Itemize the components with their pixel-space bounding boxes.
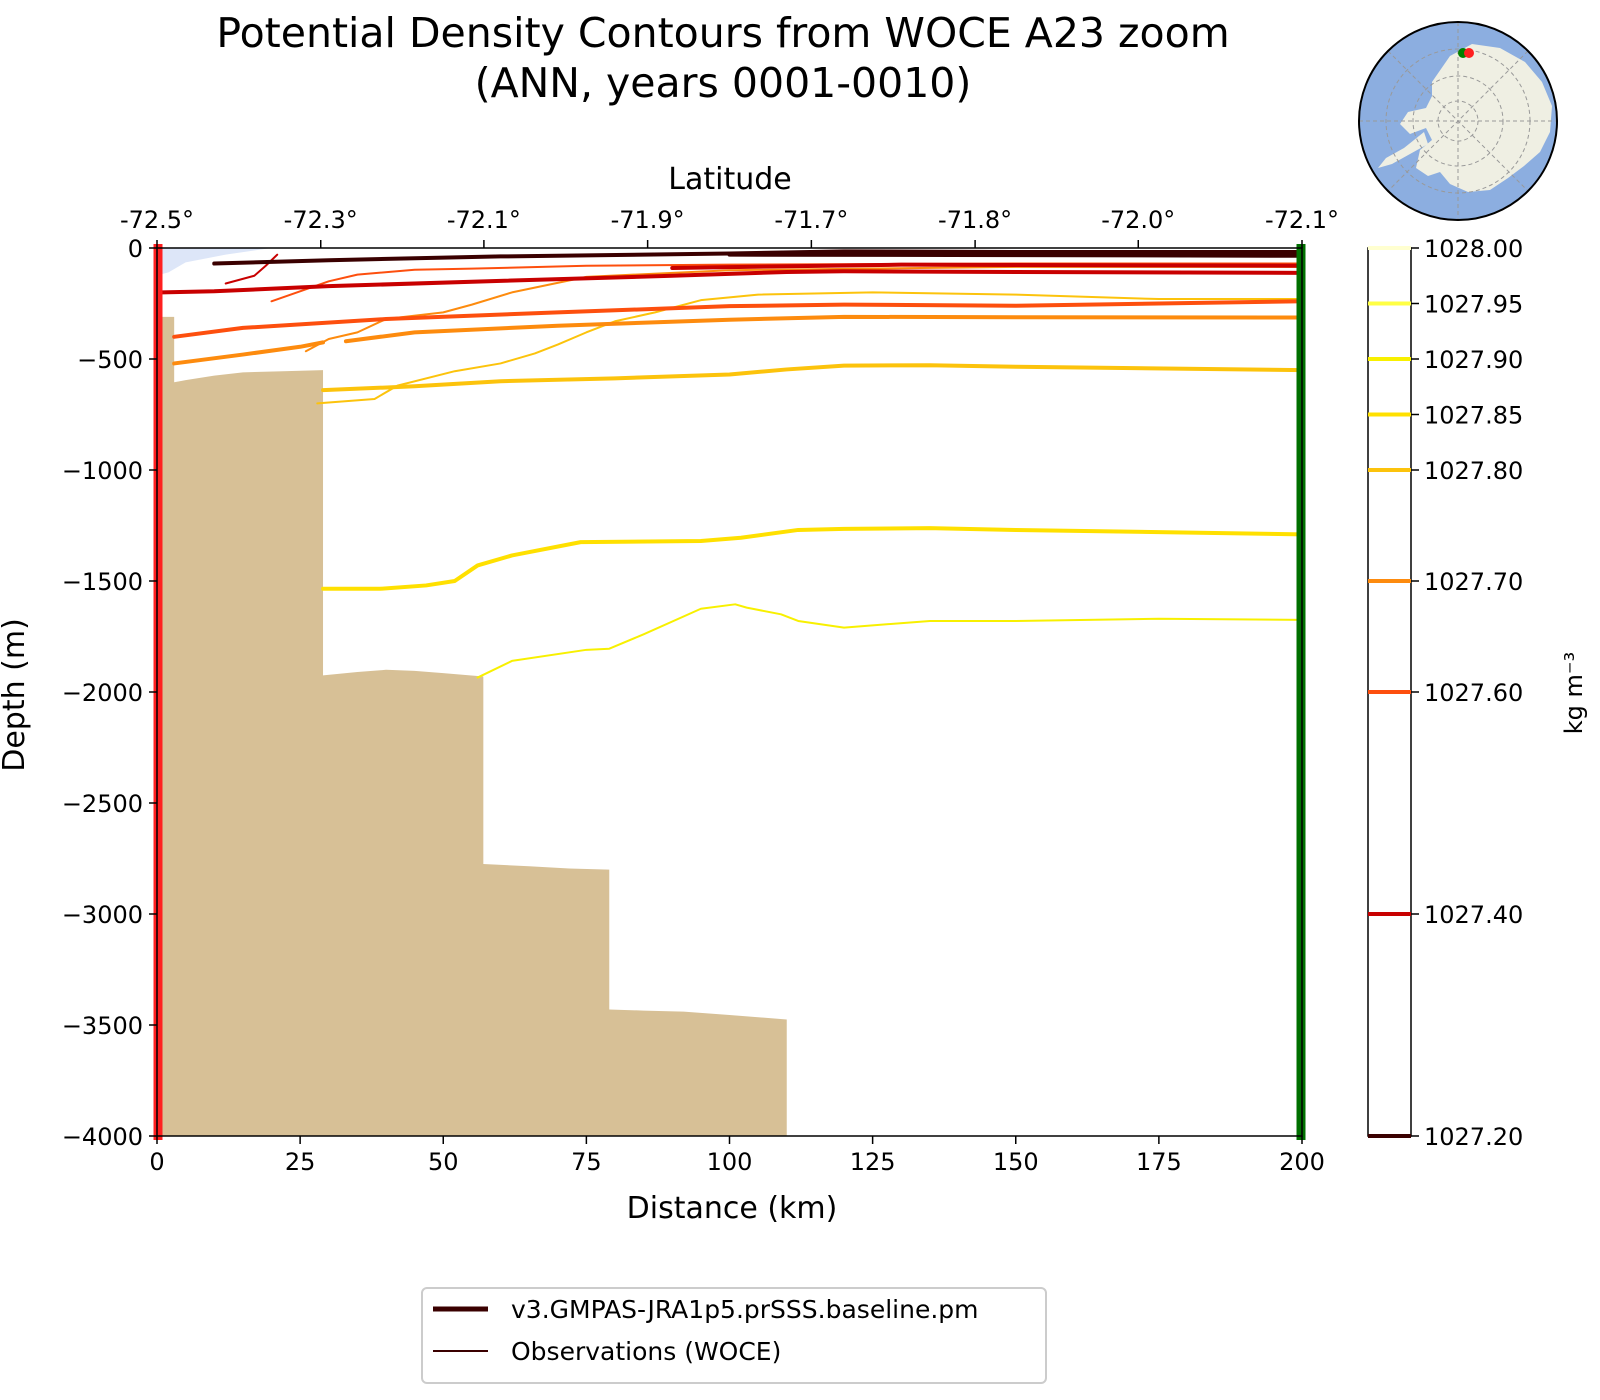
top-tick-label: -72.1° <box>1265 206 1339 234</box>
colorbar-tick-label: 1027.80 <box>1424 457 1523 485</box>
obs-contour-1027.70 <box>304 265 1303 353</box>
inset-outline <box>1358 21 1558 221</box>
y-tick-label: −3000 <box>62 901 143 929</box>
y-tick-label: 0 <box>128 235 143 263</box>
chart-title-line1: Potential Density Contours from WOCE A23… <box>216 9 1229 57</box>
y-tick-label: −1500 <box>62 568 143 596</box>
x-tick-label: 25 <box>285 1148 316 1176</box>
x-tick-label: 200 <box>1279 1148 1325 1176</box>
x-tick-label: 100 <box>707 1148 753 1176</box>
top-tick-label: -71.7° <box>774 206 848 234</box>
top-axis-label: Latitude <box>668 162 791 197</box>
model-contour-1027.85 <box>321 526 1304 591</box>
colorbar-label: kg m⁻³ <box>1560 652 1588 734</box>
colorbar-tick-label: 1027.85 <box>1424 402 1523 430</box>
legend: v3.GMPAS-JRA1p5.prSSS.baseline.pm Observ… <box>421 1287 1047 1384</box>
colorbar-tick-label: 1027.40 <box>1424 901 1523 929</box>
inset-map <box>1358 21 1558 221</box>
y-tick-label: −4000 <box>62 1123 143 1151</box>
inset-peninsula <box>1378 132 1428 168</box>
top-tick-label: -71.8° <box>938 206 1012 234</box>
x-tick-label: 0 <box>149 1148 164 1176</box>
top-tick-label: -72.0° <box>1101 206 1175 234</box>
colorbar-tick-label: 1027.95 <box>1424 291 1523 319</box>
model-contour-1027.20 <box>727 252 1304 258</box>
y-tick-label: −2000 <box>62 679 143 707</box>
top-tick-label: -72.5° <box>120 206 194 234</box>
model-contour-1027.70 <box>343 314 1304 344</box>
legend-obs-label: Observations (WOCE) <box>511 1337 781 1366</box>
top-tick-label: -71.9° <box>611 206 685 234</box>
model-contour-1027.80 <box>321 363 1304 393</box>
model-contour-1027.40 <box>160 269 1304 295</box>
legend-box <box>421 1287 1047 1384</box>
x-tick-label: 50 <box>428 1148 459 1176</box>
ice-shelf <box>159 248 272 275</box>
colorbar-tick-label: 1027.20 <box>1424 1123 1523 1151</box>
x-tick-label: 150 <box>993 1148 1039 1176</box>
chart-title-line2: (ANN, years 0001-0010) <box>475 59 972 107</box>
x-axis-label: Distance (km) <box>627 1191 838 1226</box>
y-tick-label: −1000 <box>62 457 143 485</box>
colorbar-tick-label: 1028.00 <box>1424 235 1523 263</box>
inset-graticule <box>1359 22 1557 220</box>
colorbar-tick-label: 1027.70 <box>1424 568 1523 596</box>
top-tick-label: -72.3° <box>284 206 358 234</box>
obs-contour-1027.90 <box>476 603 1303 679</box>
model-contour-1027.40 <box>670 262 1304 270</box>
plot-area: 0 25 50 75 100 125 150 175 200 0 −500 −1000 −1500 −20… <box>62 206 1523 1176</box>
bathymetry <box>159 316 787 1136</box>
obs-contour-1027.80 <box>316 291 1303 405</box>
y-tick-label: −500 <box>77 346 143 374</box>
x-tick-label: 75 <box>571 1148 602 1176</box>
colorbar-tick-label: 1027.90 <box>1424 346 1523 374</box>
top-tick-label: -72.1° <box>447 206 521 234</box>
colorbar-tick-label: 1027.60 <box>1424 679 1523 707</box>
y-tick-label: −2500 <box>62 790 143 818</box>
y-axis-label: Depth (m) <box>0 618 32 772</box>
x-tick-label: 175 <box>1136 1148 1182 1176</box>
y-tick-label: −3500 <box>62 1012 143 1040</box>
legend-model-label: v3.GMPAS-JRA1p5.prSSS.baseline.pm <box>511 1295 979 1324</box>
model-contour-1027.70 <box>172 340 326 366</box>
model-contour-1027.60 <box>172 299 1304 339</box>
inset-start-marker <box>1464 48 1474 58</box>
x-tick-label: 125 <box>850 1148 896 1176</box>
